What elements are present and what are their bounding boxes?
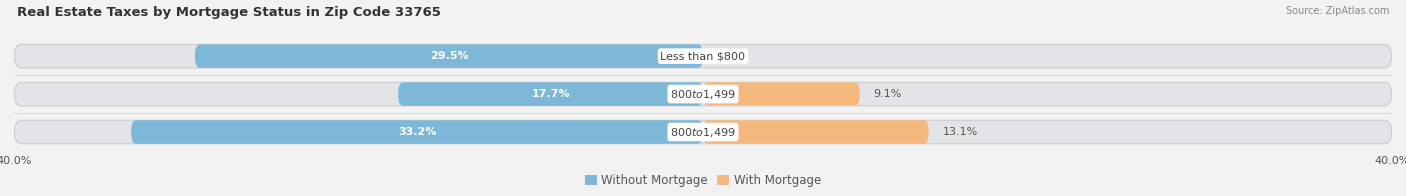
FancyBboxPatch shape [703, 82, 859, 106]
Legend: Without Mortgage, With Mortgage: Without Mortgage, With Mortgage [581, 169, 825, 192]
Text: Real Estate Taxes by Mortgage Status in Zip Code 33765: Real Estate Taxes by Mortgage Status in … [17, 6, 440, 19]
FancyBboxPatch shape [14, 44, 1392, 68]
Text: 9.1%: 9.1% [873, 89, 901, 99]
Text: $800 to $1,499: $800 to $1,499 [671, 88, 735, 101]
Text: 0.0%: 0.0% [717, 51, 745, 61]
Text: 33.2%: 33.2% [398, 127, 436, 137]
Text: 13.1%: 13.1% [942, 127, 977, 137]
Text: $800 to $1,499: $800 to $1,499 [671, 125, 735, 139]
FancyBboxPatch shape [195, 44, 703, 68]
FancyBboxPatch shape [14, 120, 1392, 144]
FancyBboxPatch shape [14, 82, 1392, 106]
Text: 17.7%: 17.7% [531, 89, 569, 99]
Text: Less than $800: Less than $800 [661, 51, 745, 61]
FancyBboxPatch shape [131, 120, 703, 144]
FancyBboxPatch shape [703, 120, 928, 144]
FancyBboxPatch shape [398, 82, 703, 106]
Text: Source: ZipAtlas.com: Source: ZipAtlas.com [1285, 6, 1389, 16]
Text: 29.5%: 29.5% [430, 51, 468, 61]
